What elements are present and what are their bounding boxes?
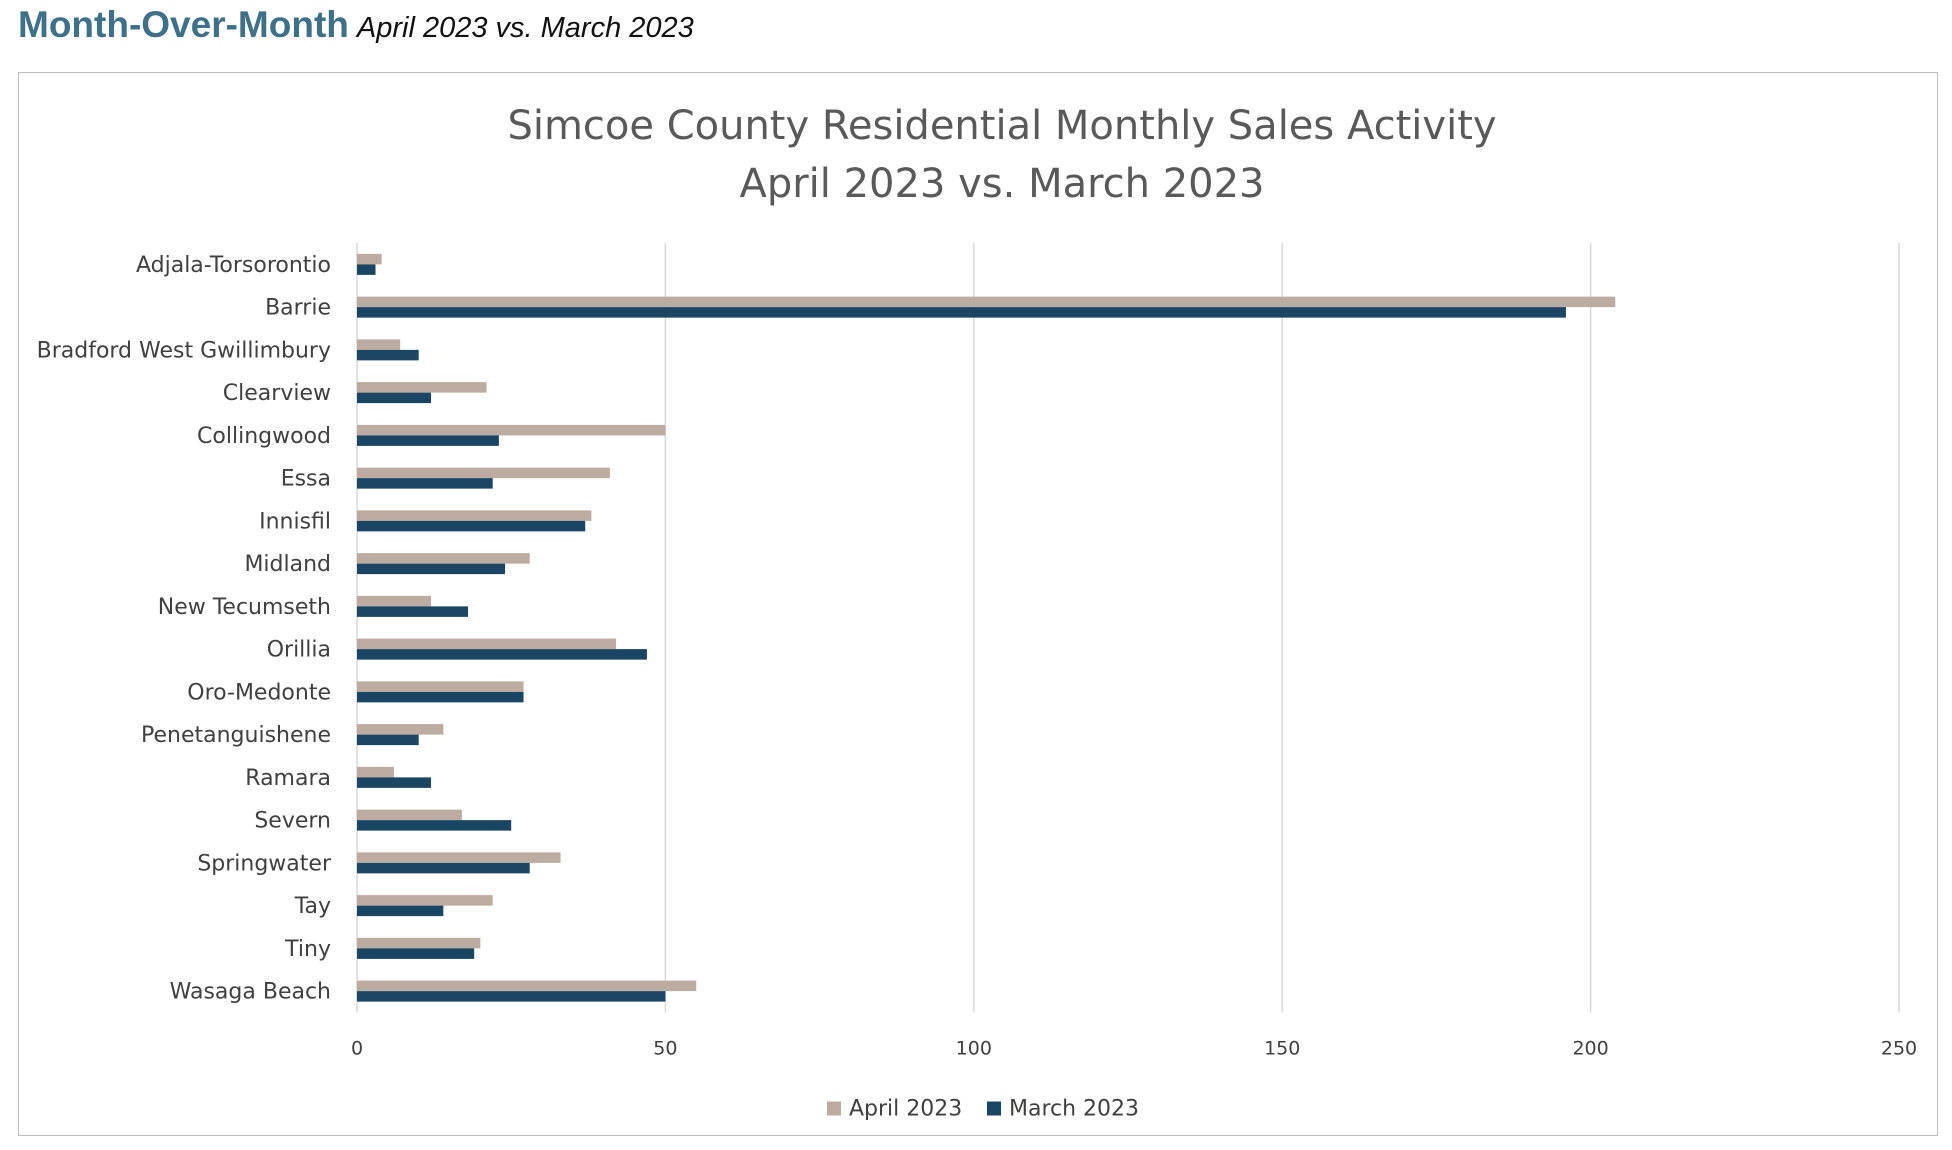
chart-frame: Simcoe County Residential Monthly Sales … bbox=[18, 72, 1938, 1136]
x-tick-label: 0 bbox=[351, 1038, 363, 1060]
bar-march-2023 bbox=[357, 606, 469, 617]
bar-march-2023 bbox=[357, 734, 419, 746]
category-label: Tay bbox=[294, 894, 331, 919]
bar-march-2023 bbox=[357, 948, 475, 959]
bar-april-2023 bbox=[357, 595, 432, 607]
category-label: Tiny bbox=[284, 937, 331, 962]
page-heading: Month-Over-Month April 2023 vs. March 202… bbox=[18, 4, 694, 54]
bar-april-2023 bbox=[357, 895, 493, 906]
gridlines bbox=[356, 243, 1900, 1013]
bars bbox=[357, 253, 1616, 1002]
bar-april-2023 bbox=[357, 382, 487, 393]
bar-march-2023 bbox=[357, 777, 432, 788]
bar-march-2023 bbox=[357, 307, 1566, 318]
category-label: Severn bbox=[254, 809, 331, 834]
bar-april-2023 bbox=[357, 467, 610, 479]
category-label: Barrie bbox=[265, 296, 331, 321]
x-tick-label: 100 bbox=[956, 1038, 992, 1060]
chart-subtitle: April 2023 vs. March 2023 bbox=[739, 161, 1264, 207]
category-label: Springwater bbox=[197, 851, 332, 876]
bar-march-2023 bbox=[357, 520, 586, 532]
bar-march-2023 bbox=[357, 649, 647, 660]
bar-march-2023 bbox=[357, 392, 432, 404]
bar-march-2023 bbox=[357, 349, 419, 361]
category-label: Oro-Medonte bbox=[187, 680, 331, 705]
bar-march-2023 bbox=[357, 991, 666, 1002]
bar-april-2023 bbox=[357, 339, 401, 350]
category-label: Innisfil bbox=[259, 509, 331, 534]
bar-april-2023 bbox=[357, 296, 1616, 308]
bar-april-2023 bbox=[357, 553, 530, 564]
bar-april-2023 bbox=[357, 852, 561, 863]
x-axis-tick-labels: 0 50 100 150 200 250 bbox=[351, 1038, 1917, 1060]
bar-march-2023 bbox=[357, 691, 524, 703]
legend: April 2023 March 2023 bbox=[827, 1097, 1139, 1122]
bar-april-2023 bbox=[357, 809, 462, 821]
x-tick-label: 200 bbox=[1572, 1038, 1608, 1060]
bar-march-2023 bbox=[357, 820, 512, 831]
legend-label: March 2023 bbox=[1009, 1097, 1139, 1122]
bar-march-2023 bbox=[357, 862, 530, 874]
legend-label: April 2023 bbox=[849, 1097, 962, 1122]
sales-bar-chart: Simcoe County Residential Monthly Sales … bbox=[37, 103, 1918, 1122]
category-label: Bradford West Gwillimbury bbox=[37, 338, 331, 363]
category-label: New Tecumseth bbox=[158, 595, 331, 620]
legend-swatch bbox=[827, 1101, 841, 1116]
category-label: Wasaga Beach bbox=[170, 980, 331, 1005]
bar-april-2023 bbox=[357, 424, 666, 436]
chart-title: Simcoe County Residential Monthly Sales … bbox=[507, 103, 1496, 149]
bar-april-2023 bbox=[357, 724, 444, 735]
x-tick-label: 150 bbox=[1264, 1038, 1300, 1060]
page-subtitle: April 2023 vs. March 2023 bbox=[356, 12, 694, 44]
bar-april-2023 bbox=[357, 681, 524, 692]
category-label: Adjala-Torsorontio bbox=[136, 253, 331, 278]
category-label: Penetanguishene bbox=[141, 723, 331, 748]
bar-april-2023 bbox=[357, 980, 697, 992]
category-labels: Adjala-Torsorontio Barrie Bradford West Gw… bbox=[37, 253, 332, 1005]
bar-march-2023 bbox=[357, 905, 444, 917]
bar-march-2023 bbox=[357, 435, 499, 446]
bar-april-2023 bbox=[357, 510, 592, 521]
bar-march-2023 bbox=[357, 264, 376, 275]
bar-april-2023 bbox=[357, 253, 382, 265]
bar-april-2023 bbox=[357, 937, 481, 949]
category-label: Orillia bbox=[267, 638, 331, 663]
category-label: Essa bbox=[281, 467, 331, 492]
bar-april-2023 bbox=[357, 766, 395, 778]
category-label: Midland bbox=[244, 552, 331, 577]
bar-april-2023 bbox=[357, 638, 617, 650]
bar-march-2023 bbox=[357, 478, 493, 489]
page-title: Month-Over-Month bbox=[18, 4, 349, 45]
x-tick-label: 250 bbox=[1881, 1038, 1917, 1060]
category-label: Collingwood bbox=[197, 424, 331, 449]
category-label: Ramara bbox=[245, 766, 331, 791]
bar-march-2023 bbox=[357, 563, 506, 575]
legend-swatch bbox=[987, 1101, 1001, 1116]
category-label: Clearview bbox=[223, 381, 331, 406]
x-tick-label: 50 bbox=[653, 1038, 677, 1060]
